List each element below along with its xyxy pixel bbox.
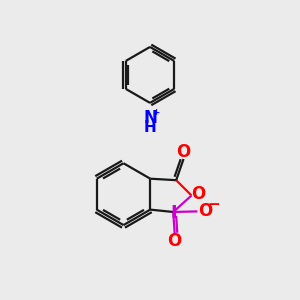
Text: $\mathregular{^+}$: $\mathregular{^+}$: [152, 108, 162, 121]
Text: −: −: [207, 197, 220, 212]
Text: O: O: [168, 232, 182, 250]
Text: O: O: [199, 202, 213, 220]
Text: I: I: [170, 204, 177, 222]
Text: O: O: [176, 143, 191, 161]
Text: H: H: [144, 120, 156, 135]
Text: $\mathregular{N}$: $\mathregular{N}$: [143, 110, 157, 128]
Text: O: O: [191, 185, 206, 203]
